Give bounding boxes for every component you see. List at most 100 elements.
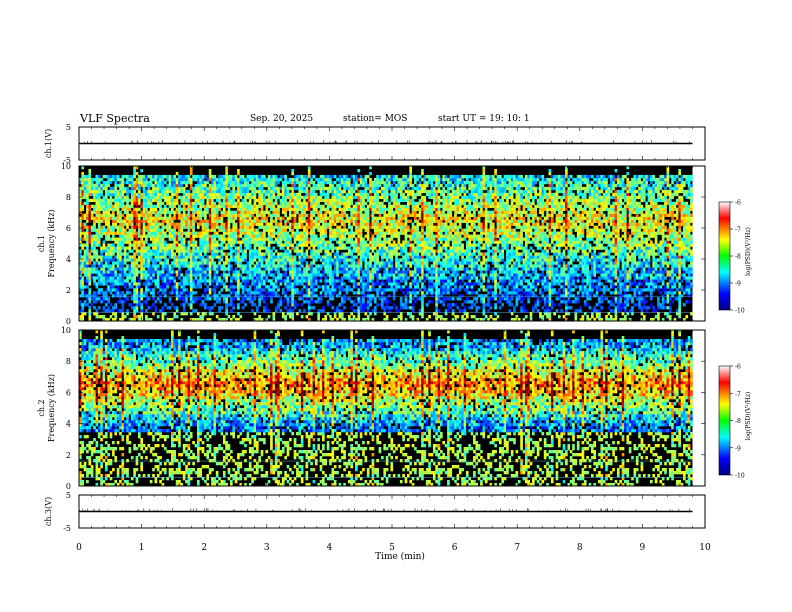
spectrogram-cell: [359, 195, 363, 200]
spectrogram-cell: [204, 195, 207, 200]
spectrogram-cell: [163, 252, 167, 256]
spectrogram-cell: [128, 270, 132, 274]
spectrogram-cell: [338, 258, 342, 262]
spectrogram-cell: [107, 225, 110, 229]
spectrogram-cell: [83, 291, 87, 295]
spectrogram-cell: [312, 270, 316, 274]
spectrogram-cell: [206, 246, 210, 250]
spectrogram-cell: [326, 207, 330, 212]
spectrogram-cell: [366, 249, 370, 253]
spectrogram-cell: [112, 309, 115, 313]
spectrogram-cell: [93, 240, 96, 244]
spectrogram-cell: [314, 294, 318, 298]
spectrogram-cell: [168, 246, 172, 250]
spectrogram-cell: [263, 267, 266, 271]
spectrogram-cell: [187, 216, 191, 220]
spectrogram-cell: [300, 282, 304, 286]
spectrogram-cell: [126, 312, 129, 316]
spectrogram-cell: [314, 201, 318, 206]
spectrogram-cell: [152, 294, 155, 298]
spectrogram-cell: [166, 249, 169, 253]
spectrogram-cell: [149, 219, 153, 223]
spectrogram-cell: [369, 243, 372, 247]
spectrogram-cell: [90, 234, 94, 238]
spectrogram-cell: [258, 264, 261, 268]
spectrogram-cell: [310, 237, 313, 241]
spectrogram-cell: [241, 228, 245, 232]
spectrogram-cell: [263, 219, 266, 223]
spectrogram-cell: [116, 228, 120, 232]
spectrogram-cell: [284, 315, 287, 319]
spectrogram-cell: [114, 303, 118, 307]
spectrogram-cell: [147, 192, 151, 197]
spectrogram-cell: [326, 294, 330, 298]
spectrogram-cell: [222, 213, 226, 217]
spectrogram-cell: [355, 255, 358, 259]
spectrogram-cell: [199, 213, 202, 217]
spectrogram-cell: [208, 225, 212, 229]
spectrogram-cell: [161, 189, 165, 194]
spectrogram-cell: [189, 237, 193, 241]
spectrogram-cell: [265, 210, 269, 214]
spectrogram-cell: [114, 180, 118, 185]
spectrogram-cell: [329, 231, 332, 235]
spectrogram-cell: [352, 285, 356, 289]
spectrogram-cell: [147, 225, 151, 229]
spectrogram-cell: [289, 198, 292, 203]
spectrogram-cell: [338, 240, 342, 244]
spectrogram-cell: [267, 189, 271, 194]
spectrogram-cell: [206, 192, 210, 197]
spectrogram-cell: [116, 282, 120, 286]
spectrogram-cell: [211, 198, 214, 203]
spectrogram-cell: [116, 243, 120, 247]
spectrogram-cell: [225, 297, 228, 301]
spectrogram-cell: [230, 246, 233, 250]
spectrogram-cell: [163, 312, 167, 316]
spectrogram-cell: [156, 189, 160, 194]
spectrogram-cell: [152, 279, 155, 283]
spectrogram-cell: [303, 267, 306, 271]
spectrogram-cell: [213, 243, 217, 247]
spectrogram-cell: [135, 186, 139, 191]
spectrogram-cell: [284, 318, 287, 322]
spectrogram-cell: [147, 210, 151, 214]
spectrogram-cell: [364, 240, 368, 244]
spectrogram-cell: [260, 240, 264, 244]
spectrogram-cell: [79, 294, 82, 298]
spectrogram-cell: [352, 195, 356, 200]
spectrogram-cell: [234, 291, 238, 295]
spectrogram-cell: [145, 255, 148, 259]
spectrogram-cell: [199, 282, 202, 286]
spectrogram-cell: [338, 285, 342, 289]
spectrogram-cell: [329, 276, 332, 280]
spectrogram-cell: [284, 276, 287, 280]
spectrogram-cell: [161, 183, 165, 188]
spectrogram-cell: [81, 246, 85, 250]
spectrogram-cell: [159, 192, 162, 197]
spectrogram-cell: [116, 174, 120, 179]
spectrogram-cell: [376, 201, 379, 206]
spectrogram-cell: [189, 255, 193, 259]
spectrogram-cell: [107, 267, 110, 271]
spectrogram-cell: [152, 210, 155, 214]
spectrogram-cell: [204, 216, 207, 220]
spectrogram-cell: [373, 183, 377, 188]
spectrogram-cell: [322, 177, 325, 182]
spectrogram-cell: [324, 255, 328, 259]
spectrogram-cell: [248, 174, 252, 179]
spectrogram-cell: [357, 201, 361, 206]
spectrogram-cell: [241, 264, 245, 268]
spectrogram-cell: [163, 261, 167, 265]
spectrogram-cell: [246, 294, 250, 298]
spectrogram-cell: [145, 234, 148, 238]
spectrogram-cell: [137, 276, 141, 280]
spectrogram-cell: [145, 192, 148, 197]
spectrogram-cell: [83, 249, 87, 253]
spectrogram-cell: [362, 273, 365, 277]
spectrogram-cell: [307, 288, 311, 292]
spectrogram-cell: [107, 231, 110, 235]
spectrogram-cell: [267, 270, 271, 274]
spectrogram-cell: [152, 231, 155, 235]
spectrogram-cell: [102, 213, 106, 217]
